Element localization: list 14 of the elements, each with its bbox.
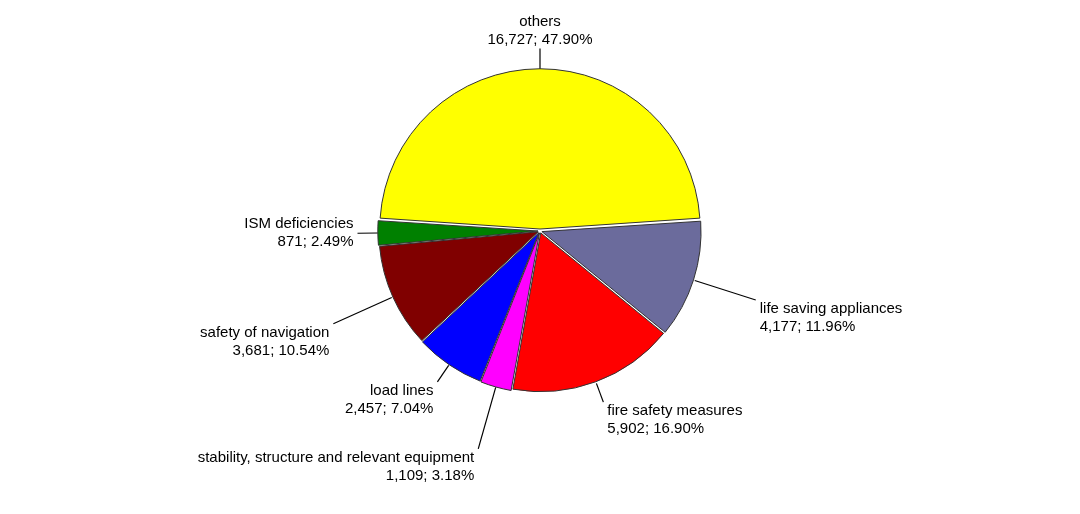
data-label: 4,177; 11.96%	[759, 317, 856, 335]
data-label: 5,902; 16.90%	[607, 419, 705, 437]
data-label: 2,457; 7.04%	[345, 399, 434, 417]
slice-label: life saving appliances	[759, 299, 903, 317]
data-label: 3,681; 10.54%	[232, 340, 330, 358]
slice-label: stability, structure and relevant equipment	[197, 448, 476, 466]
slice-label: safety of navigation	[200, 322, 330, 340]
slice-label: fire safety measures	[607, 401, 743, 419]
data-label: 871; 2.49%	[277, 232, 354, 250]
slice-label: load lines	[370, 381, 434, 399]
data-label: 1,109; 3.18%	[385, 466, 475, 484]
slice-label: others	[519, 11, 561, 29]
data-label: 16,727; 47.90%	[487, 29, 593, 47]
slice-label: ISM deficiencies	[244, 214, 354, 232]
